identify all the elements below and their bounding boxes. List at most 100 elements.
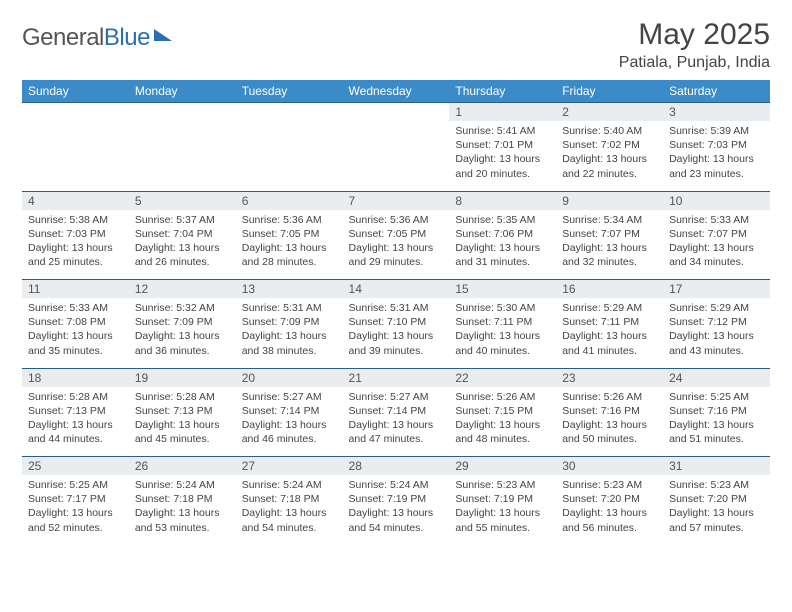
sunrise-line: Sunrise: 5:33 AM [28, 301, 123, 315]
day-number-cell: 11 [22, 280, 129, 299]
day-number-cell: 4 [22, 191, 129, 210]
day-detail-cell: Sunrise: 5:27 AMSunset: 7:14 PMDaylight:… [236, 387, 343, 457]
day-number-cell: 10 [663, 191, 770, 210]
sunrise-line: Sunrise: 5:26 AM [562, 390, 657, 404]
sunset-line: Sunset: 7:08 PM [28, 315, 123, 329]
day-number-cell: 9 [556, 191, 663, 210]
daylight-line: Daylight: 13 hours and 29 minutes. [349, 241, 444, 269]
day-detail-cell: Sunrise: 5:24 AMSunset: 7:19 PMDaylight:… [343, 475, 450, 545]
sunset-line: Sunset: 7:18 PM [135, 492, 230, 506]
sunset-line: Sunset: 7:09 PM [135, 315, 230, 329]
day-detail-cell: Sunrise: 5:24 AMSunset: 7:18 PMDaylight:… [236, 475, 343, 545]
sunrise-line: Sunrise: 5:23 AM [669, 478, 764, 492]
day-detail-cell: Sunrise: 5:36 AMSunset: 7:05 PMDaylight:… [343, 210, 450, 280]
sunrise-line: Sunrise: 5:24 AM [242, 478, 337, 492]
sunset-line: Sunset: 7:09 PM [242, 315, 337, 329]
day-detail-cell [343, 121, 450, 191]
sunset-line: Sunset: 7:19 PM [349, 492, 444, 506]
weekday-header: Sunday [22, 80, 129, 103]
daylight-line: Daylight: 13 hours and 34 minutes. [669, 241, 764, 269]
day-number-cell: 14 [343, 280, 450, 299]
sunrise-line: Sunrise: 5:29 AM [669, 301, 764, 315]
daylight-line: Daylight: 13 hours and 35 minutes. [28, 329, 123, 357]
sunrise-line: Sunrise: 5:36 AM [349, 213, 444, 227]
day-number-cell: 6 [236, 191, 343, 210]
sunrise-line: Sunrise: 5:38 AM [28, 213, 123, 227]
sunrise-line: Sunrise: 5:35 AM [455, 213, 550, 227]
day-detail-cell: Sunrise: 5:31 AMSunset: 7:10 PMDaylight:… [343, 298, 450, 368]
daylight-line: Daylight: 13 hours and 41 minutes. [562, 329, 657, 357]
daylight-line: Daylight: 13 hours and 25 minutes. [28, 241, 123, 269]
day-number-cell: 23 [556, 368, 663, 387]
sunset-line: Sunset: 7:20 PM [562, 492, 657, 506]
weekday-header: Friday [556, 80, 663, 103]
daynum-row: 18192021222324 [22, 368, 770, 387]
daylight-line: Daylight: 13 hours and 22 minutes. [562, 152, 657, 180]
day-detail-cell [236, 121, 343, 191]
weekday-header: Wednesday [343, 80, 450, 103]
daylight-line: Daylight: 13 hours and 44 minutes. [28, 418, 123, 446]
day-detail-cell: Sunrise: 5:39 AMSunset: 7:03 PMDaylight:… [663, 121, 770, 191]
location: Patiala, Punjab, India [619, 54, 770, 72]
daylight-line: Daylight: 13 hours and 47 minutes. [349, 418, 444, 446]
sunrise-line: Sunrise: 5:24 AM [349, 478, 444, 492]
day-number-cell: 24 [663, 368, 770, 387]
day-number-cell: 3 [663, 103, 770, 122]
day-number-cell: 13 [236, 280, 343, 299]
sunrise-line: Sunrise: 5:28 AM [135, 390, 230, 404]
daylight-line: Daylight: 13 hours and 43 minutes. [669, 329, 764, 357]
daylight-line: Daylight: 13 hours and 36 minutes. [135, 329, 230, 357]
daylight-line: Daylight: 13 hours and 23 minutes. [669, 152, 764, 180]
weekday-header-row: Sunday Monday Tuesday Wednesday Thursday… [22, 80, 770, 103]
sunrise-line: Sunrise: 5:31 AM [242, 301, 337, 315]
daylight-line: Daylight: 13 hours and 54 minutes. [242, 506, 337, 534]
day-number-cell: 28 [343, 457, 450, 476]
day-number-cell: 29 [449, 457, 556, 476]
daylight-line: Daylight: 13 hours and 26 minutes. [135, 241, 230, 269]
day-detail-cell: Sunrise: 5:36 AMSunset: 7:05 PMDaylight:… [236, 210, 343, 280]
daylight-line: Daylight: 13 hours and 28 minutes. [242, 241, 337, 269]
daylight-line: Daylight: 13 hours and 39 minutes. [349, 329, 444, 357]
daylight-line: Daylight: 13 hours and 38 minutes. [242, 329, 337, 357]
day-detail-cell: Sunrise: 5:24 AMSunset: 7:18 PMDaylight:… [129, 475, 236, 545]
daylight-line: Daylight: 13 hours and 57 minutes. [669, 506, 764, 534]
day-number-cell: 21 [343, 368, 450, 387]
daylight-line: Daylight: 13 hours and 48 minutes. [455, 418, 550, 446]
sunrise-line: Sunrise: 5:33 AM [669, 213, 764, 227]
day-detail-cell: Sunrise: 5:27 AMSunset: 7:14 PMDaylight:… [343, 387, 450, 457]
day-detail-cell: Sunrise: 5:38 AMSunset: 7:03 PMDaylight:… [22, 210, 129, 280]
sunset-line: Sunset: 7:19 PM [455, 492, 550, 506]
daynum-row: 45678910 [22, 191, 770, 210]
day-number-cell: 20 [236, 368, 343, 387]
day-number-cell: 25 [22, 457, 129, 476]
sunrise-line: Sunrise: 5:27 AM [349, 390, 444, 404]
sunset-line: Sunset: 7:20 PM [669, 492, 764, 506]
day-detail-cell: Sunrise: 5:23 AMSunset: 7:20 PMDaylight:… [556, 475, 663, 545]
day-number-cell: 17 [663, 280, 770, 299]
sunset-line: Sunset: 7:11 PM [455, 315, 550, 329]
sunrise-line: Sunrise: 5:29 AM [562, 301, 657, 315]
day-number-cell: 1 [449, 103, 556, 122]
sunset-line: Sunset: 7:17 PM [28, 492, 123, 506]
sunrise-line: Sunrise: 5:26 AM [455, 390, 550, 404]
day-detail-cell: Sunrise: 5:41 AMSunset: 7:01 PMDaylight:… [449, 121, 556, 191]
day-number-cell: 2 [556, 103, 663, 122]
daynum-row: 11121314151617 [22, 280, 770, 299]
sunrise-line: Sunrise: 5:31 AM [349, 301, 444, 315]
day-number-cell: 15 [449, 280, 556, 299]
day-number-cell: 7 [343, 191, 450, 210]
day-detail-cell: Sunrise: 5:33 AMSunset: 7:08 PMDaylight:… [22, 298, 129, 368]
day-detail-cell: Sunrise: 5:34 AMSunset: 7:07 PMDaylight:… [556, 210, 663, 280]
daylight-line: Daylight: 13 hours and 32 minutes. [562, 241, 657, 269]
sunset-line: Sunset: 7:07 PM [562, 227, 657, 241]
day-detail-cell: Sunrise: 5:32 AMSunset: 7:09 PMDaylight:… [129, 298, 236, 368]
sunset-line: Sunset: 7:11 PM [562, 315, 657, 329]
day-number-cell: 5 [129, 191, 236, 210]
logo: GeneralBlue [22, 24, 172, 52]
sunset-line: Sunset: 7:02 PM [562, 138, 657, 152]
daylight-line: Daylight: 13 hours and 45 minutes. [135, 418, 230, 446]
sunset-line: Sunset: 7:15 PM [455, 404, 550, 418]
sunset-line: Sunset: 7:05 PM [242, 227, 337, 241]
sunrise-line: Sunrise: 5:39 AM [669, 124, 764, 138]
sunrise-line: Sunrise: 5:40 AM [562, 124, 657, 138]
